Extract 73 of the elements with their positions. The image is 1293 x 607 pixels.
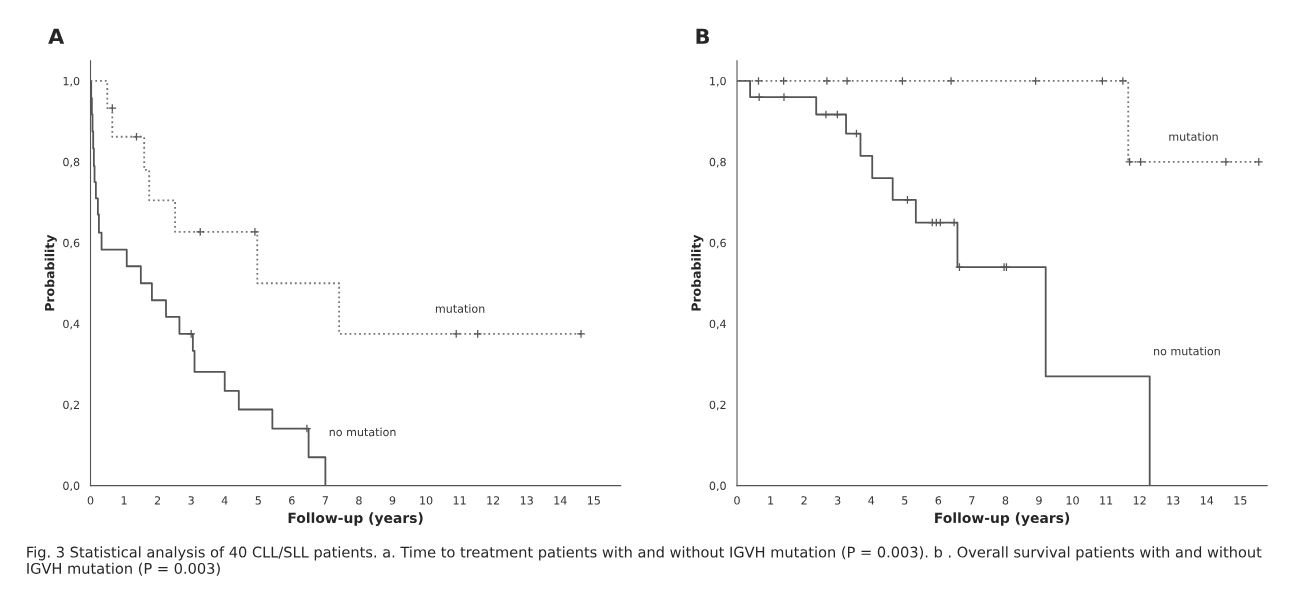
y-tick-label: 0,6 — [63, 238, 80, 249]
x-tick-label: 11 — [453, 496, 466, 505]
series-label: mutation — [1169, 132, 1218, 141]
x-tick-label: 7 — [969, 496, 975, 505]
point — [754, 92, 764, 102]
series-label: no mutation — [1154, 346, 1220, 356]
x-tick-label: 13 — [1167, 496, 1180, 505]
x-tick-label: 4 — [868, 496, 875, 505]
point — [821, 110, 831, 119]
point — [754, 76, 763, 86]
x-tick-label: 0 — [734, 496, 740, 505]
x-tick-label: 14 — [1200, 496, 1214, 505]
x-tick-label: 3 — [834, 496, 841, 505]
point — [822, 76, 832, 86]
x-tick-label: 13 — [520, 496, 533, 505]
point — [250, 227, 260, 237]
x-tick-label: 7 — [322, 496, 328, 505]
x-tick-label: 6 — [289, 496, 295, 505]
x-tick-label: 9 — [389, 496, 396, 505]
y-tick-label: 0,4 — [709, 319, 726, 330]
point — [1097, 76, 1107, 86]
point — [779, 92, 789, 102]
y-tick-label: 1,0 — [63, 76, 80, 87]
chart-title: A — [48, 28, 65, 44]
x-tick-label: 2 — [801, 496, 807, 505]
x-tick-label: 1 — [121, 496, 127, 505]
y-axis-title: Probability — [691, 234, 704, 311]
point — [1118, 76, 1128, 86]
x-tick-label: 5 — [902, 496, 908, 505]
point — [946, 76, 956, 86]
x-tick-label: 12 — [1133, 496, 1146, 505]
x-tick-label: 14 — [554, 496, 567, 505]
x-axis-title: Follow-up (years) — [288, 512, 423, 526]
series-label: mutation — [435, 304, 485, 313]
series-label: no mutation — [329, 427, 396, 437]
x-tick-label: 11 — [1100, 496, 1113, 505]
point — [955, 262, 964, 272]
point — [842, 76, 852, 86]
x-tick-label: 9 — [1036, 496, 1042, 505]
point — [779, 76, 789, 86]
y-tick-label: 0,8 — [709, 157, 726, 168]
x-tick-label: 15 — [587, 496, 600, 505]
point — [576, 329, 586, 339]
x-tick-label: 2 — [154, 496, 161, 505]
y-axis-title: Probability — [44, 234, 57, 311]
x-tick-label: 1 — [768, 496, 774, 505]
x-tick-label: 15 — [1234, 496, 1247, 505]
point — [107, 103, 117, 113]
y-tick-label: 0,2 — [63, 400, 79, 411]
y-tick-label: 0,8 — [63, 157, 80, 168]
chart-title: B — [696, 28, 710, 44]
x-tick-label: 8 — [1002, 496, 1009, 505]
x-tick-label: 4 — [221, 496, 228, 505]
caption: Fig. 3 Statistical analysis of 40 CLL/SLL patients. a. Time to treatment patients with and without IGVH mutation (P = 0.003). b . Overall survival patients with and without IGVH mutation (P = 0.003) — [27, 546, 1262, 576]
point — [302, 424, 312, 433]
x-tick-label: 3 — [188, 496, 194, 505]
point — [903, 195, 912, 205]
x-tick-label: 6 — [935, 496, 942, 505]
x-tick-label: 8 — [356, 496, 362, 505]
x-tick-label: 10 — [1066, 496, 1079, 505]
y-tick-label: 1,0 — [710, 76, 726, 87]
y-tick-label: 0,4 — [63, 319, 80, 330]
x-tick-label: 10 — [420, 496, 433, 505]
point — [897, 76, 907, 86]
x-axis-title: Follow-up (years) — [935, 512, 1070, 526]
point — [1031, 76, 1041, 86]
y-tick-label: 0,2 — [709, 400, 726, 411]
x-tick-label: 5 — [255, 496, 261, 505]
y-tick-label: 0,6 — [709, 238, 726, 249]
y-tick-label: 0,0 — [63, 481, 80, 492]
x-tick-label: 12 — [487, 496, 500, 505]
y-tick-label: 0,0 — [709, 481, 726, 492]
x-tick-label: 0 — [87, 496, 94, 505]
